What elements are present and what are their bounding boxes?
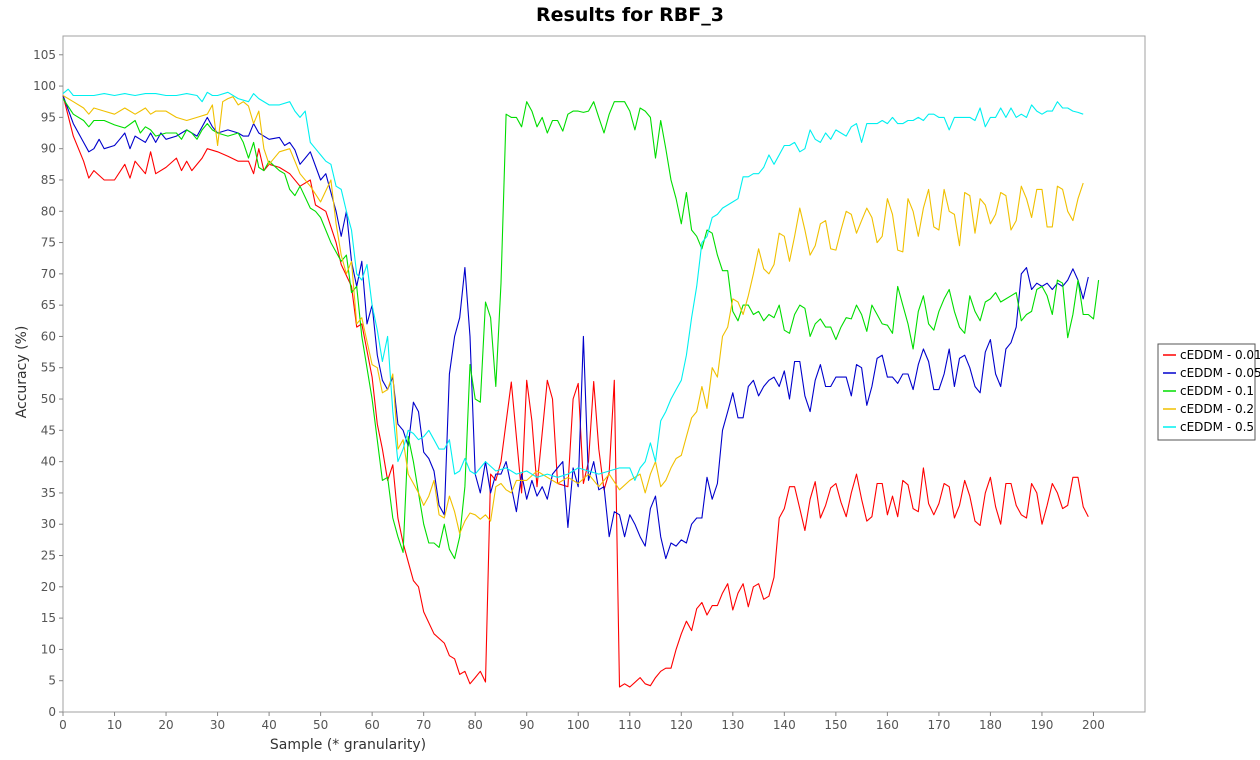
y-tick-label: 45: [41, 423, 56, 437]
legend-label: cEDDM - 0.5: [1180, 420, 1254, 434]
legend: cEDDM - 0.01 cEDDM - 0.05 cEDDM - 0.1 cEDDM…: [1157, 343, 1260, 441]
y-tick-label: 80: [41, 204, 56, 218]
y-tick-label: 40: [41, 455, 56, 469]
x-tick-label: 50: [313, 718, 328, 732]
x-tick-label: 90: [519, 718, 534, 732]
y-tick-label: 95: [41, 110, 56, 124]
y-tick-label: 65: [41, 298, 56, 312]
y-tick-label: 50: [41, 392, 56, 406]
y-tick-label: 60: [41, 329, 56, 343]
series-line-0: [62, 95, 1089, 688]
x-tick-label: 150: [824, 718, 847, 732]
legend-label: cEDDM - 0.01: [1180, 348, 1260, 362]
y-tick-label: 5: [48, 674, 56, 688]
x-tick-label: 10: [107, 718, 122, 732]
legend-label: cEDDM - 0.05: [1180, 366, 1260, 380]
y-tick-label: 10: [41, 642, 56, 656]
x-tick-label: 170: [927, 718, 950, 732]
series-line-3: [62, 95, 1084, 535]
legend-box: [1157, 343, 1256, 441]
series-group: [62, 88, 1100, 688]
y-tick-label: 90: [41, 142, 56, 156]
x-tick-label: 180: [979, 718, 1002, 732]
y-tick-label: 55: [41, 361, 56, 375]
x-tick-label: 30: [210, 718, 225, 732]
legend-label: cEDDM - 0.1: [1180, 384, 1254, 398]
y-tick-label: 75: [41, 236, 56, 250]
x-tick-label: 20: [158, 718, 173, 732]
x-axis-label: Sample (* granularity): [270, 737, 426, 753]
x-axis: 0 10 20 30 40 50 60 70 80 90 100 110 120 130 140 150 160…: [59, 712, 1105, 732]
x-tick-label: 110: [618, 718, 641, 732]
series-line-4: [62, 88, 1084, 481]
x-tick-label: 120: [670, 718, 693, 732]
series-line-2: [62, 98, 1100, 560]
x-tick-label: 130: [721, 718, 744, 732]
plot-area: [62, 35, 1146, 713]
y-tick-label: 105: [33, 48, 56, 62]
y-tick-label: 25: [41, 549, 56, 563]
x-tick-label: 80: [468, 718, 483, 732]
legend-label: cEDDM - 0.2: [1180, 402, 1254, 416]
series-line-1: [62, 95, 1089, 560]
y-tick-label: 85: [41, 173, 56, 187]
y-tick-label: 20: [41, 580, 56, 594]
y-tick-label: 35: [41, 486, 56, 500]
y-tick-label: 100: [33, 79, 56, 93]
x-tick-label: 140: [773, 718, 796, 732]
y-tick-label: 15: [41, 611, 56, 625]
x-tick-label: 40: [261, 718, 276, 732]
x-tick-label: 190: [1030, 718, 1053, 732]
x-tick-label: 0: [59, 718, 67, 732]
x-tick-label: 60: [365, 718, 380, 732]
y-tick-label: 30: [41, 517, 56, 531]
x-tick-label: 160: [876, 718, 899, 732]
x-tick-label: 200: [1082, 718, 1105, 732]
y-tick-label: 70: [41, 267, 56, 281]
chart-title: Results for RBF_3: [536, 4, 724, 26]
y-axis: 0 5 10 15 20 25 30 35 40 45 50 55 60 65 70 75 80 85 90 95 10…: [33, 48, 63, 719]
x-tick-label: 100: [567, 718, 590, 732]
x-tick-label: 70: [416, 718, 431, 732]
y-axis-label: Accuracy (%): [14, 326, 30, 419]
y-tick-label: 0: [48, 705, 56, 719]
